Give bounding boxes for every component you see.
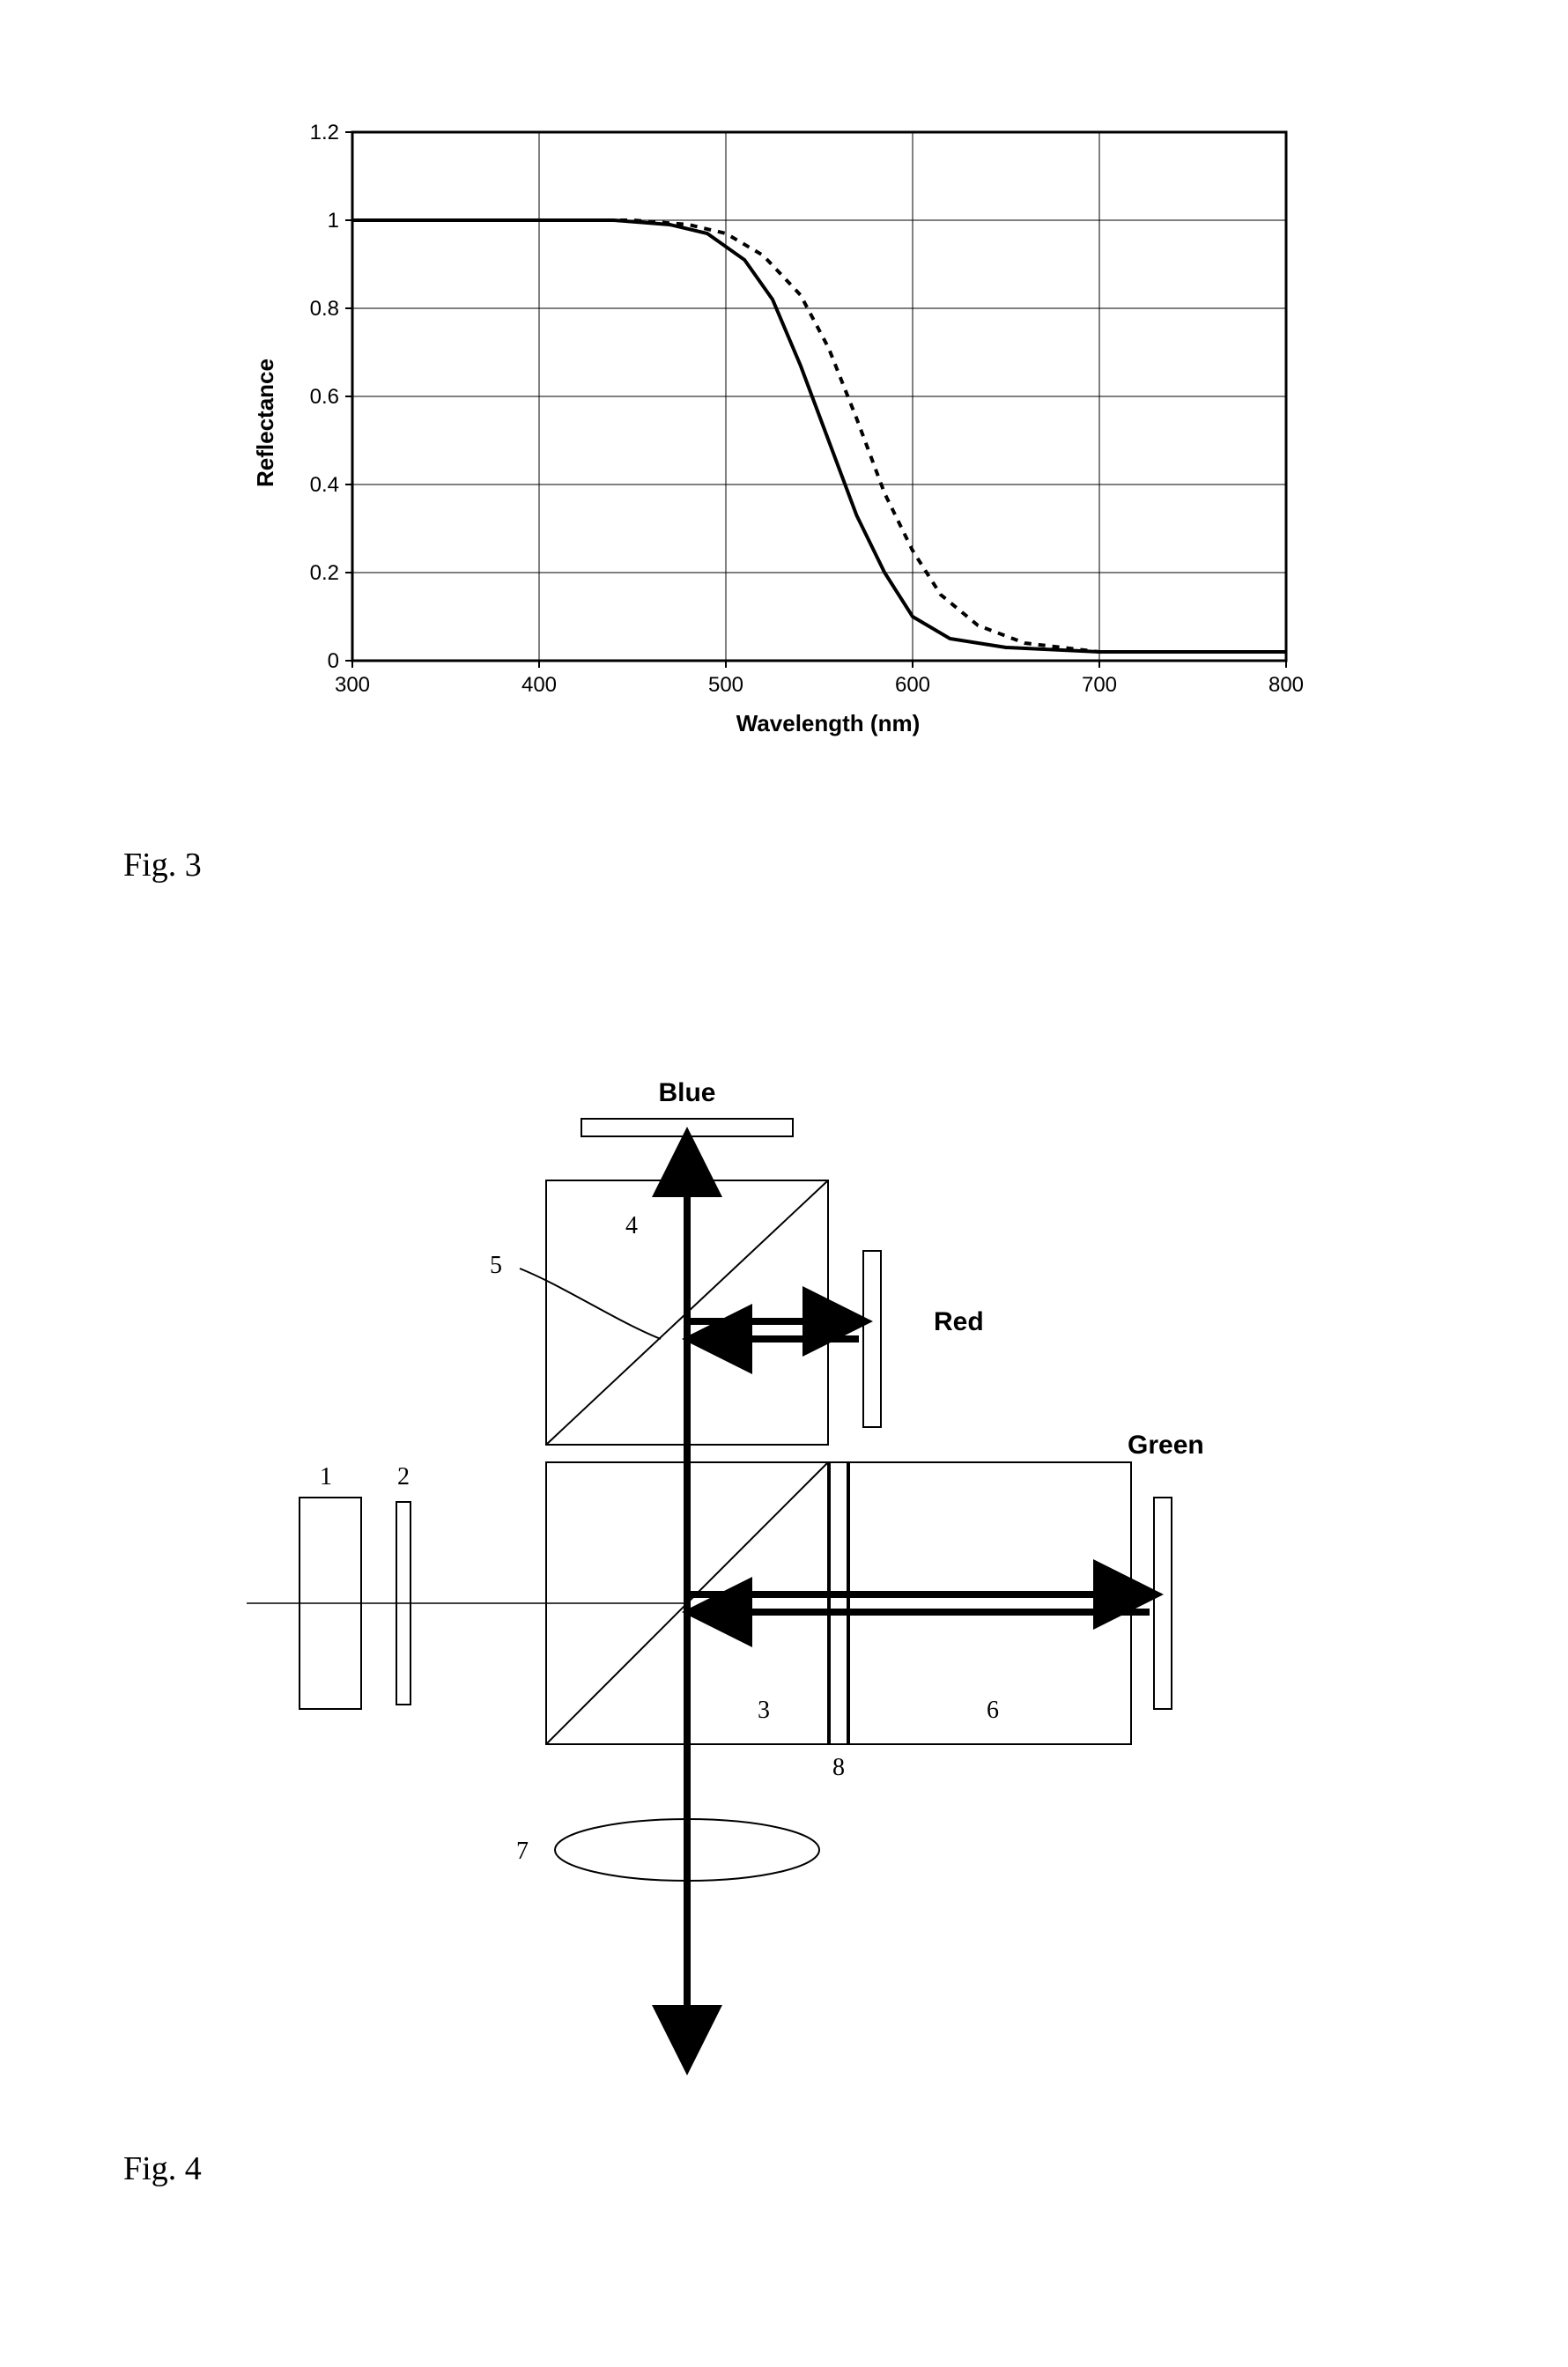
- reflectance-chart: 300 400 500 600 700 800 0 0.2 0.4 0.6 0.8 1 1.2 Refl…: [247, 106, 1321, 740]
- num-5: 5: [490, 1252, 502, 1279]
- y-tick-label: 1: [328, 209, 339, 233]
- num-7: 7: [516, 1838, 529, 1865]
- diagram-svg: Blue 4 5 Red 3 8 6 Green: [247, 1057, 1321, 2114]
- x-tick-label: 700: [1082, 673, 1117, 697]
- fig4-caption: Fig. 4: [123, 2149, 202, 2188]
- fig3-caption: Fig. 3: [123, 846, 202, 884]
- blue-modulator: [581, 1119, 793, 1136]
- num-8: 8: [832, 1754, 845, 1781]
- series-dashed: [352, 220, 1286, 652]
- blue-label: Blue: [658, 1078, 715, 1107]
- green-label: Green: [1128, 1431, 1204, 1460]
- red-modulator: [863, 1251, 881, 1427]
- y-tick-label: 0: [328, 649, 339, 673]
- num-4: 4: [625, 1212, 638, 1239]
- x-tick-label: 600: [895, 673, 930, 697]
- spacer-plate: [830, 1462, 847, 1744]
- y-tick-label: 1.2: [310, 121, 339, 144]
- num-2: 2: [397, 1463, 410, 1490]
- y-tick-label: 0.6: [310, 385, 339, 409]
- leader-5: [520, 1269, 661, 1339]
- x-axis-label: Wavelength (nm): [736, 710, 920, 736]
- y-tick-label: 0.8: [310, 297, 339, 321]
- x-tick-label: 400: [521, 673, 557, 697]
- x-tick-label: 500: [708, 673, 743, 697]
- num-6: 6: [987, 1697, 999, 1724]
- y-axis-label: Reflectance: [252, 359, 278, 487]
- optical-diagram: Blue 4 5 Red 3 8 6 Green: [247, 1057, 1321, 2114]
- num-1: 1: [320, 1463, 332, 1490]
- y-tick-label: 0.4: [310, 473, 339, 497]
- x-tick-label: 300: [335, 673, 370, 697]
- num-3: 3: [758, 1697, 770, 1724]
- chart-svg: 300 400 500 600 700 800 0 0.2 0.4 0.6 0.8 1 1.2 Refl…: [247, 106, 1321, 740]
- green-modulator: [1154, 1498, 1172, 1709]
- series-solid: [352, 220, 1286, 652]
- y-tick-label: 0.2: [310, 561, 339, 585]
- red-label: Red: [934, 1307, 984, 1336]
- x-tick-label: 800: [1268, 673, 1304, 697]
